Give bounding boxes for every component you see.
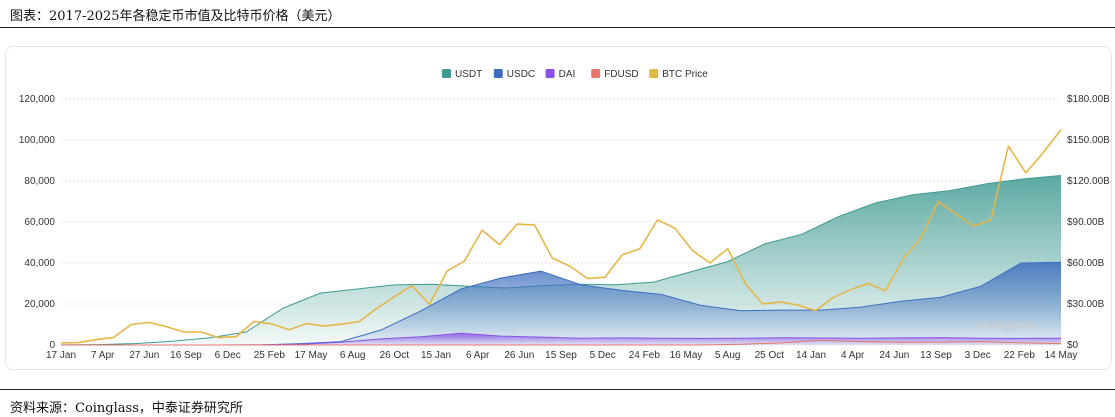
x-tick-label: 22 Feb (1004, 350, 1036, 361)
x-tick-label: 14 Jan (796, 350, 826, 361)
y-right-tick-label: $150.00B (1067, 135, 1110, 146)
figure-caption: 图表：2017-2025年各稳定币市值及比特币价格（美元） (10, 9, 341, 24)
chart-svg: 0 $0 20,000 $30.00B 40,000 $60.00B 60,000 $90.0… (19, 69, 1110, 361)
x-tick-label: 3 Dec (965, 350, 991, 361)
y-left-tick-label: 40,000 (24, 258, 55, 269)
x-tick-label: 7 Apr (91, 350, 115, 361)
x-tick-label: 5 Dec (590, 350, 616, 361)
x-tick-label: 24 Jun (879, 350, 909, 361)
legend-label: FDUSD (604, 69, 638, 80)
legend-swatch (442, 69, 451, 78)
x-tick-label: 16 Sep (170, 350, 202, 361)
x-tick-label: 25 Oct (755, 350, 785, 361)
source-note: 资料来源：Coinglass，中泰证券研究所 (10, 401, 243, 416)
x-tick-label: 6 Dec (215, 350, 241, 361)
x-tick-label: 17 Jan (46, 350, 76, 361)
y-right-tick-label: $90.00B (1067, 217, 1105, 228)
legend-label: BTC Price (662, 69, 708, 80)
y-right-tick-label: $30.00B (1067, 299, 1105, 310)
x-tick-label: 26 Oct (380, 350, 410, 361)
legend-swatch (649, 69, 659, 78)
legend-swatch (493, 69, 503, 78)
x-tick-label: 6 Apr (466, 350, 490, 361)
x-tick-label: 15 Sep (545, 350, 577, 361)
bottom-rule (0, 389, 1115, 390)
x-tick-label: 15 Jan (421, 350, 451, 361)
x-tick-label: 14 May (1045, 350, 1078, 361)
y-right-tick-label: $0 (1067, 340, 1079, 351)
x-tick-label: 24 Feb (629, 350, 661, 361)
btc-price-line (60, 129, 1062, 344)
chart-panel: 0 $0 20,000 $30.00B 40,000 $60.00B 60,000 $90.0… (5, 46, 1112, 370)
coinglass-watermark: coinglass (976, 317, 1036, 332)
y-left-tick-label: 100,000 (19, 135, 56, 146)
y-left-tick-label: 120,000 (19, 94, 56, 105)
legend-label: DAI (559, 69, 576, 80)
y-right-tick-label: $120.00B (1067, 176, 1110, 187)
legend-swatch (591, 69, 601, 78)
y-left-tick-label: 20,000 (24, 299, 55, 310)
usdt-area (61, 175, 1061, 345)
y-left-tick-label: 0 (49, 340, 55, 351)
x-tick-label: 27 Jun (129, 350, 159, 361)
y-right-tick-label: $180.00B (1067, 94, 1110, 105)
dai-area (61, 333, 1061, 345)
legend-swatch (545, 69, 555, 78)
legend-label: USDT (455, 69, 482, 80)
fdusd-line (61, 339, 1062, 346)
y-left-tick-label: 80,000 (24, 176, 55, 187)
x-tick-label: 6 Aug (340, 350, 366, 361)
legend: USDT USDC DAI FDUSD BTC Price (442, 69, 708, 80)
x-tick-label: 16 May (670, 350, 703, 361)
usdc-area (61, 262, 1061, 345)
x-tick-label: 26 Jun (504, 350, 534, 361)
top-rule (0, 27, 1115, 28)
x-tick-label: 25 Feb (254, 350, 286, 361)
x-tick-label: 13 Sep (920, 350, 952, 361)
x-tick-label: 5 Aug (715, 350, 741, 361)
y-left-tick-label: 60,000 (24, 217, 55, 228)
x-tick-label: 4 Apr (841, 350, 865, 361)
x-tick-label: 17 May (295, 350, 328, 361)
legend-label: USDC (507, 69, 535, 80)
y-right-tick-label: $60.00B (1067, 258, 1105, 269)
